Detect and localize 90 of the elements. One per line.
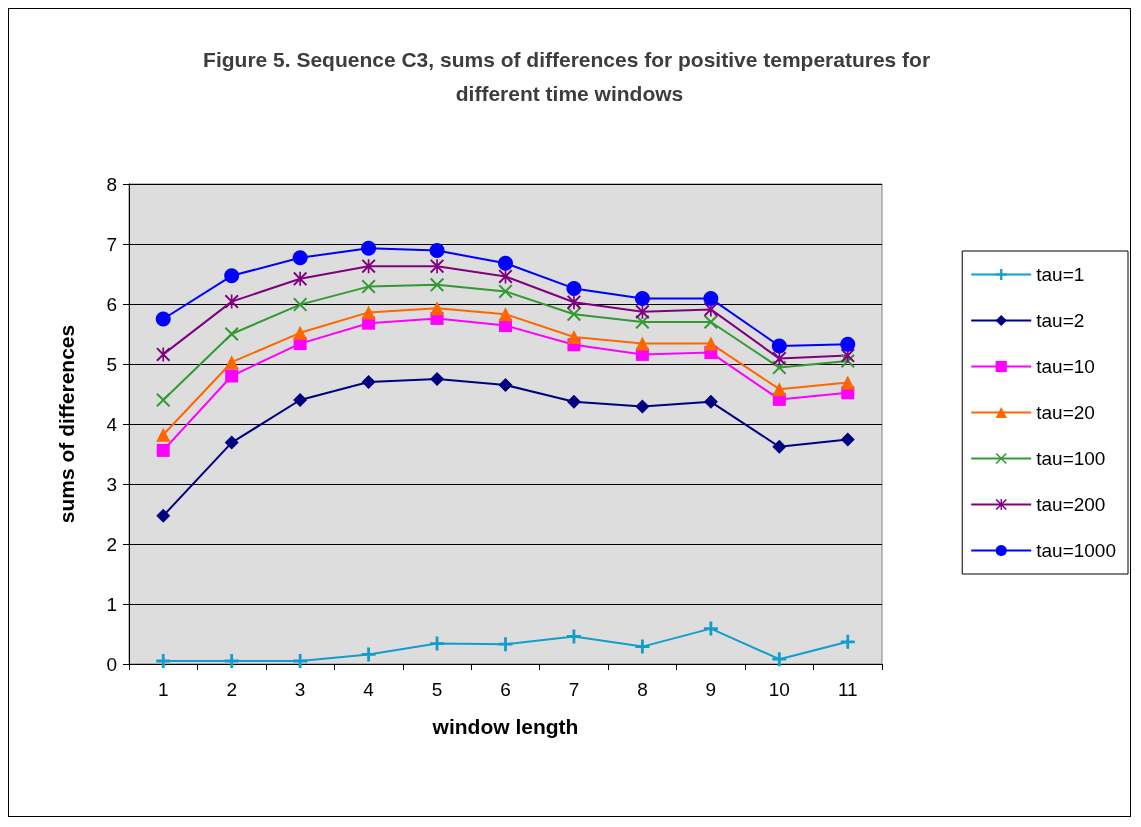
point xyxy=(840,336,856,352)
point xyxy=(293,393,308,407)
legend-label: tau=20 xyxy=(1036,402,1095,423)
x-tick-label: 10 xyxy=(768,679,790,700)
point xyxy=(293,325,308,340)
x-tick-label: 3 xyxy=(294,679,306,700)
x-axis-title: window length xyxy=(431,715,579,738)
point xyxy=(224,268,240,284)
point xyxy=(498,307,513,322)
point xyxy=(361,279,376,294)
point xyxy=(156,393,171,407)
legend-label: tau=1000 xyxy=(1036,540,1117,561)
point xyxy=(771,338,787,354)
point xyxy=(566,295,581,310)
y-tick-label: 8 xyxy=(106,173,117,195)
y-tick-label: 3 xyxy=(106,473,117,495)
point xyxy=(361,305,376,320)
point xyxy=(772,351,787,366)
y-tick-label: 1 xyxy=(106,593,117,615)
point xyxy=(772,652,787,667)
chart-title: Figure 5. Sequence C3, sums of differences for positive temperatures for different time windows xyxy=(203,47,936,105)
point xyxy=(293,271,308,286)
point xyxy=(430,259,445,274)
point xyxy=(498,637,513,652)
point xyxy=(634,291,650,307)
legend-label: tau=10 xyxy=(1036,356,1095,377)
point xyxy=(566,330,581,344)
point xyxy=(635,336,650,351)
point xyxy=(430,372,445,386)
point xyxy=(430,301,445,316)
legend-label: tau=1 xyxy=(1036,264,1085,285)
point xyxy=(566,307,581,322)
x-tick-label: 1 xyxy=(157,679,169,700)
legend-label: tau=100 xyxy=(1036,448,1106,469)
x-tick-label: 4 xyxy=(363,679,375,700)
point xyxy=(156,443,170,457)
point xyxy=(361,240,377,256)
point xyxy=(224,654,239,668)
point xyxy=(498,378,513,392)
point xyxy=(224,435,239,450)
x-tick-label: 11 xyxy=(837,679,858,700)
point xyxy=(772,439,787,454)
point xyxy=(840,634,855,649)
point xyxy=(703,315,718,329)
point xyxy=(772,382,787,397)
x-tick-label: 2 xyxy=(226,679,237,700)
x-tick-label: 5 xyxy=(431,679,443,700)
legend-label: tau=2 xyxy=(1036,310,1085,331)
x-tick-label: 8 xyxy=(637,679,648,700)
point xyxy=(840,432,855,447)
point xyxy=(566,280,582,296)
x-tick-label: 9 xyxy=(705,679,717,700)
point xyxy=(156,427,171,442)
point xyxy=(155,311,171,327)
y-tick-label: 2 xyxy=(106,533,117,555)
x-tick-label: 7 xyxy=(568,679,580,700)
point xyxy=(224,355,239,370)
y-tick-label: 6 xyxy=(106,293,117,315)
point xyxy=(566,629,581,644)
y-tick-label: 7 xyxy=(106,233,117,255)
point xyxy=(293,654,308,668)
point xyxy=(156,508,171,523)
point xyxy=(361,647,376,662)
point xyxy=(224,294,239,309)
legend-label: tau=200 xyxy=(1036,494,1106,515)
point xyxy=(156,347,171,362)
point xyxy=(361,375,376,389)
point xyxy=(225,369,239,383)
point xyxy=(498,284,513,299)
point xyxy=(430,636,445,651)
point xyxy=(430,277,445,292)
point xyxy=(292,250,308,266)
point xyxy=(703,394,718,409)
point xyxy=(635,399,650,414)
point xyxy=(224,327,239,341)
point xyxy=(703,621,718,636)
y-tick-label: 0 xyxy=(106,653,117,675)
point xyxy=(703,291,719,307)
point xyxy=(840,375,855,390)
point xyxy=(566,394,581,409)
y-axis-title: sums of differences xyxy=(55,324,78,524)
x-tick-label: 6 xyxy=(500,679,511,700)
point xyxy=(293,297,308,312)
y-tick-label: 5 xyxy=(106,353,117,375)
point xyxy=(429,243,445,259)
point xyxy=(635,639,650,654)
point xyxy=(703,336,718,351)
y-tick-label: 4 xyxy=(106,413,118,435)
point xyxy=(498,255,513,271)
point xyxy=(156,654,171,668)
